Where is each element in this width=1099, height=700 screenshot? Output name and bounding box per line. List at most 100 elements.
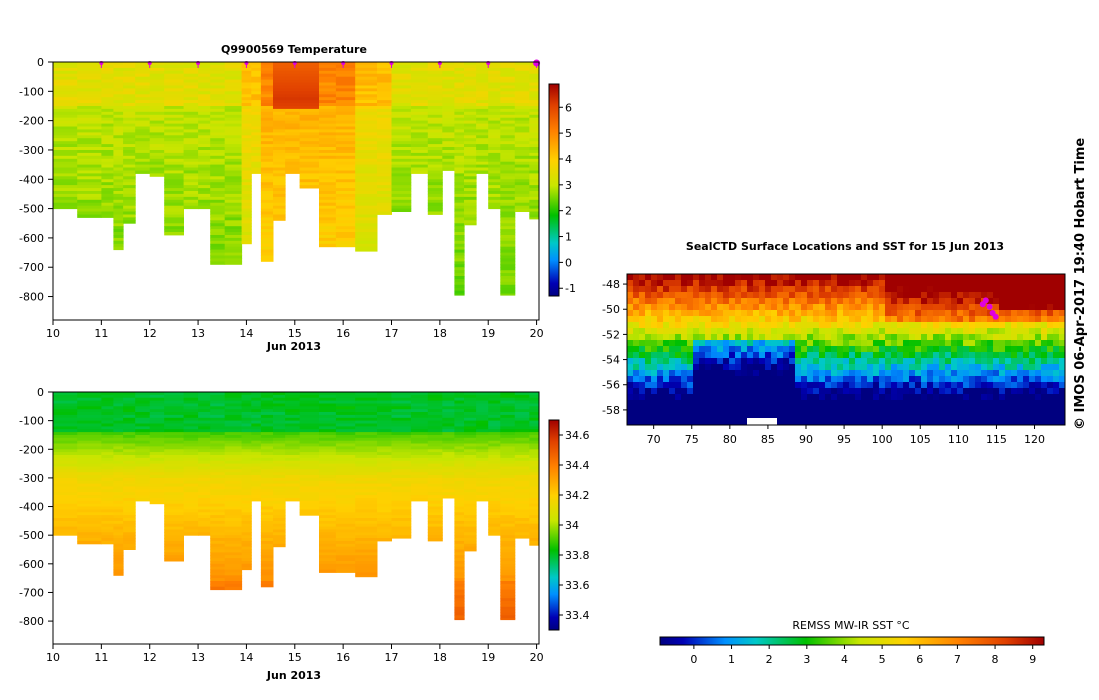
heatmap-cell xyxy=(355,208,378,212)
heatmap-cell xyxy=(391,409,412,413)
heatmap-cell xyxy=(427,523,443,528)
heatmap-cell xyxy=(183,472,199,476)
heatmap-cell xyxy=(101,196,114,201)
heatmap-cell xyxy=(210,70,226,75)
heatmap-cell xyxy=(500,273,516,277)
heatmap-cell xyxy=(454,176,465,180)
heatmap-cell xyxy=(454,546,465,550)
sst-cell xyxy=(639,280,645,286)
heatmap-cell xyxy=(319,563,337,568)
heatmap-cell xyxy=(210,126,226,130)
heatmap-cell xyxy=(210,114,226,119)
sst-cell xyxy=(651,286,657,292)
sst-cell xyxy=(795,280,801,286)
heatmap-cell xyxy=(149,100,165,104)
heatmap-cell xyxy=(488,466,501,470)
heatmap-cell xyxy=(251,455,262,459)
heatmap-cell xyxy=(319,460,337,465)
heatmap-cell xyxy=(113,91,124,95)
heatmap-cell xyxy=(53,126,78,130)
sst-cell xyxy=(669,376,675,382)
heatmap-cell xyxy=(113,460,124,465)
heatmap-cell xyxy=(391,70,412,75)
sst-cell xyxy=(849,328,855,334)
heatmap-cell xyxy=(113,486,124,490)
sst-cell xyxy=(651,316,657,322)
heatmap-cell xyxy=(514,100,530,104)
heatmap-cell xyxy=(335,540,356,545)
heatmap-cell xyxy=(260,472,274,476)
sst-cell xyxy=(795,418,801,424)
sst-cell xyxy=(873,418,879,424)
heatmap-cell xyxy=(241,546,252,550)
heatmap-cell xyxy=(135,423,151,427)
sst-cell xyxy=(753,292,759,298)
heatmap-cell xyxy=(164,76,184,81)
heatmap-cell xyxy=(319,211,337,215)
heatmap-cell xyxy=(210,158,226,163)
heatmap-cell xyxy=(113,566,124,571)
heatmap-cell xyxy=(391,79,412,83)
sst-cell xyxy=(855,316,861,322)
heatmap-cell xyxy=(77,412,102,416)
sst-cell xyxy=(825,400,831,406)
sst-cell xyxy=(867,304,873,310)
heatmap-cell xyxy=(164,167,184,171)
heatmap-cell xyxy=(260,498,274,502)
heatmap-cell xyxy=(391,188,412,192)
heatmap-cell xyxy=(113,217,124,221)
sst-cell xyxy=(813,334,819,340)
heatmap-cell xyxy=(454,103,465,107)
heatmap-cell xyxy=(251,446,262,450)
heatmap-cell xyxy=(391,67,412,72)
heatmap-cell xyxy=(251,123,262,127)
heatmap-cell xyxy=(198,106,211,110)
heatmap-cell xyxy=(224,255,243,259)
heatmap-cell xyxy=(335,512,356,516)
heatmap-cell xyxy=(251,495,262,499)
sst-cell xyxy=(753,280,759,286)
heatmap-cell xyxy=(410,106,429,110)
heatmap-cell xyxy=(319,232,337,236)
heatmap-cell xyxy=(123,540,136,545)
sst-cell xyxy=(627,334,633,340)
sst-cell xyxy=(771,382,777,388)
sst-cell xyxy=(807,328,813,334)
heatmap-cell xyxy=(377,100,392,104)
heatmap-cell xyxy=(391,463,412,467)
heatmap-cell xyxy=(198,182,211,186)
heatmap-cell xyxy=(335,414,356,419)
heatmap-cell xyxy=(427,495,443,499)
heatmap-cell xyxy=(335,67,356,72)
heatmap-cell xyxy=(210,138,226,142)
heatmap-cell xyxy=(260,394,274,399)
heatmap-cell xyxy=(529,158,540,163)
sst-cell xyxy=(879,394,885,400)
heatmap-cell xyxy=(299,120,320,124)
sst-cell xyxy=(663,346,669,352)
heatmap-cell xyxy=(476,114,489,119)
heatmap-cell xyxy=(210,120,226,124)
heatmap-cell xyxy=(149,106,165,110)
sst-cell xyxy=(705,340,711,346)
sst-cell xyxy=(777,340,783,346)
sst-cell xyxy=(879,388,885,394)
heatmap-cell xyxy=(514,141,530,145)
heatmap-cell xyxy=(377,394,392,399)
sst-cell xyxy=(699,388,705,394)
heatmap-cell xyxy=(135,161,151,166)
heatmap-cell xyxy=(251,114,262,119)
heatmap-cell xyxy=(241,512,252,516)
heatmap-cell xyxy=(500,566,516,571)
sst-cell xyxy=(735,370,741,376)
heatmap-cell xyxy=(224,414,243,419)
sst-cell xyxy=(675,304,681,310)
heatmap-cell xyxy=(442,483,455,487)
salinity-section-chart: 10 11 12 13 14 15 16 17 18 19 20 0-100-200-300-400… xyxy=(19,386,589,682)
heatmap-cell xyxy=(500,515,516,519)
heatmap-cell xyxy=(113,214,124,218)
heatmap-cell xyxy=(454,202,465,207)
sst-cell xyxy=(669,316,675,322)
heatmap-cell xyxy=(198,420,211,424)
heatmap-cell xyxy=(210,426,226,430)
